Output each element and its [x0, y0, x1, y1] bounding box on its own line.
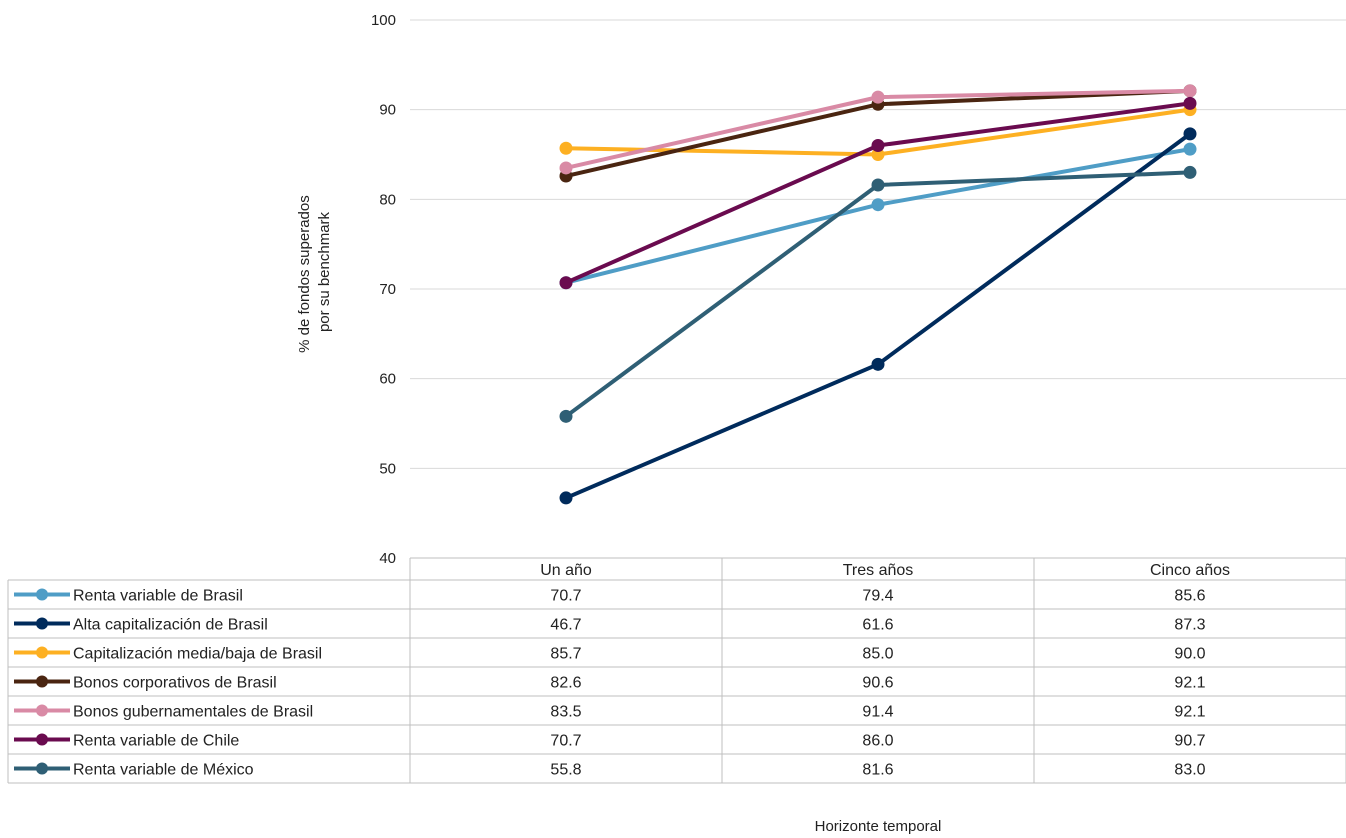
- table-cell-value: 83.0: [1174, 762, 1205, 779]
- table-row: Renta variable de Chile 70.7 86.0 90.7: [14, 733, 1206, 750]
- data-point: [871, 139, 885, 153]
- table-cell-value: 83.5: [550, 704, 581, 721]
- y-tick-label: 50: [379, 460, 396, 477]
- legend-key-marker: [36, 704, 48, 717]
- table-row: Renta variable de Brasil 70.7 79.4 85.6: [14, 588, 1206, 605]
- table-cell-value: 86.0: [862, 733, 893, 750]
- x-tick-label: Cinco años: [1150, 562, 1230, 579]
- legend-key-marker: [36, 588, 48, 601]
- y-tick-label: 60: [379, 371, 396, 388]
- table-row: Alta capitalización de Brasil 46.7 61.6 87.…: [14, 617, 1206, 634]
- y-axis-label: % de fondos superados por su benchmark: [296, 191, 333, 353]
- series-line: [559, 127, 1197, 505]
- legend-entry: Alta capitalización de Brasil: [73, 617, 268, 634]
- series-line: [559, 165, 1197, 423]
- y-tick-label: 90: [379, 102, 396, 119]
- table-row: Bonos gubernamentales de Brasil 83.5 91.4 9…: [14, 704, 1206, 721]
- data-point: [559, 276, 573, 290]
- data-point: [871, 148, 885, 161]
- series-lines: [559, 84, 1197, 505]
- x-tick-label: Un año: [540, 562, 592, 579]
- series-line: [559, 103, 1197, 161]
- table-cell-value: 92.1: [1174, 675, 1205, 692]
- legend-entry: Bonos corporativos de Brasil: [73, 675, 277, 692]
- y-tick-label: 70: [379, 281, 396, 298]
- data-point: [1183, 127, 1197, 141]
- table-cell-value: 85.6: [1174, 588, 1205, 605]
- data-point: [559, 409, 573, 423]
- legend-entry: Renta variable de México: [73, 762, 254, 779]
- x-axis-label: Horizonte temporal: [815, 818, 942, 835]
- table-cell-value: 81.6: [862, 762, 893, 779]
- data-point: [871, 198, 885, 212]
- table-cell-value: 92.1: [1174, 704, 1205, 721]
- legend-entry: Renta variable de Chile: [73, 733, 239, 750]
- data-table: Un año Tres años Cinco años Renta variable …: [7, 557, 1346, 784]
- data-point: [559, 491, 573, 505]
- table-row: Bonos corporativos de Brasil 82.6 90.6 92.1: [14, 675, 1206, 692]
- table-cell-value: 82.6: [550, 675, 581, 692]
- data-point: [1183, 96, 1197, 110]
- legend-entry: Renta variable de Brasil: [73, 588, 243, 605]
- data-point: [871, 90, 885, 104]
- series-line: [559, 84, 1197, 175]
- series-polyline: [565, 101, 1191, 285]
- series-line: [559, 142, 1197, 290]
- legend-key-marker: [36, 733, 48, 746]
- table-cell-value: 90.6: [862, 675, 893, 692]
- data-point: [871, 357, 885, 371]
- y-tick-label: 100: [371, 12, 396, 29]
- y-axis-label-line-2: por su benchmark: [316, 211, 333, 332]
- legend-key-marker: [36, 646, 48, 659]
- y-tick-label: 80: [379, 191, 396, 208]
- legend-entry: Bonos gubernamentales de Brasil: [73, 704, 313, 721]
- table-cell-value: 70.7: [550, 733, 581, 750]
- y-axis-ticks: 40 50 60 70 80 90 100: [371, 12, 396, 567]
- y-axis-label-line-1: % de fondos superados: [296, 195, 313, 353]
- table-cell-value: 90.7: [1174, 733, 1205, 750]
- table-cell-value: 70.7: [550, 588, 581, 605]
- data-point: [871, 178, 885, 192]
- table-cell-value: 85.0: [862, 646, 893, 663]
- table-cell-value: 55.8: [550, 762, 581, 779]
- table-cell-value: 91.4: [862, 704, 893, 721]
- gridlines: [410, 19, 1346, 469]
- table-cell-value: 46.7: [550, 617, 581, 634]
- data-point: [559, 161, 573, 175]
- table-cell-value: 90.0: [1174, 646, 1205, 663]
- legend-key-marker: [36, 675, 48, 688]
- data-point: [559, 141, 573, 155]
- table-cell-value: 87.3: [1174, 617, 1205, 634]
- data-point: [1183, 142, 1197, 156]
- table-cell-value: 85.7: [550, 646, 581, 663]
- x-tick-label: Tres años: [843, 562, 914, 579]
- table-cell-value: 79.4: [862, 588, 893, 605]
- data-point: [1183, 84, 1197, 98]
- series-polyline: [565, 147, 1191, 285]
- table-row: Renta variable de México 55.8 81.6 83.0: [14, 762, 1206, 779]
- legend-key-marker: [36, 617, 48, 630]
- series-line: [559, 96, 1197, 290]
- table-cell-value: 61.6: [862, 617, 893, 634]
- data-point: [1183, 165, 1197, 179]
- table-row: Capitalización media/baja de Brasil 85.7 8…: [14, 646, 1206, 663]
- y-tick-label: 40: [379, 550, 396, 567]
- legend-key-marker: [36, 762, 48, 775]
- legend-entry: Capitalización media/baja de Brasil: [73, 646, 322, 663]
